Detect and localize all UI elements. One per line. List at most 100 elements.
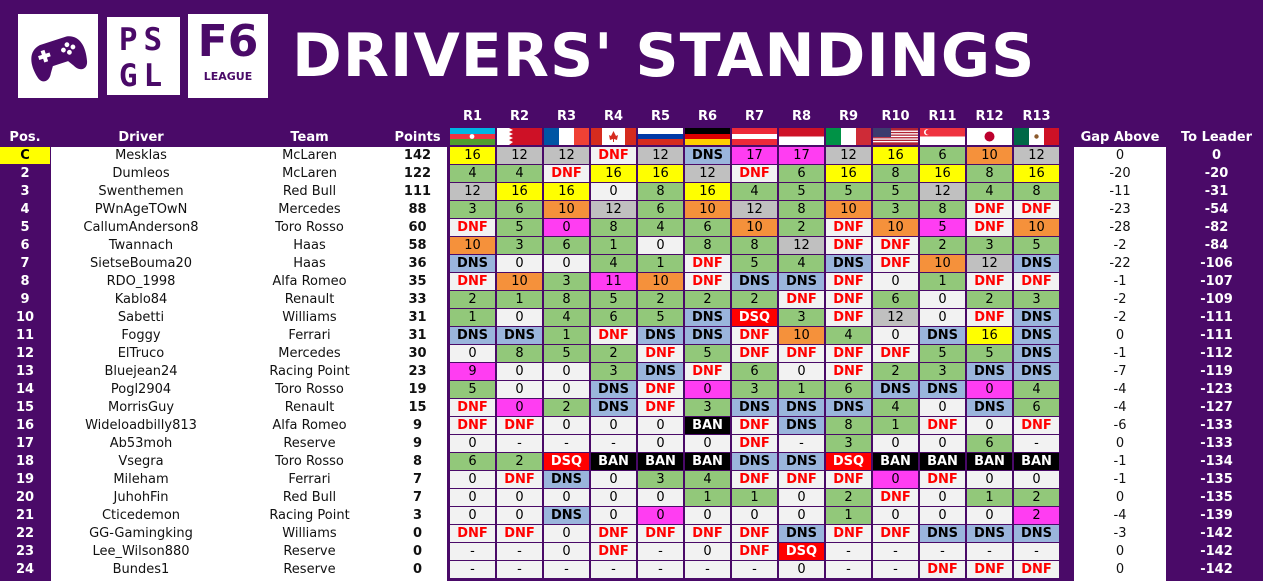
gap-above-cell: 0 xyxy=(1115,490,1125,505)
points-cell: 122 xyxy=(403,166,432,181)
race-result-r12: DNS xyxy=(967,525,1012,542)
race-result-r13: DNS xyxy=(1014,309,1059,326)
points-cell: 111 xyxy=(403,184,432,199)
to-leader-cell: -106 xyxy=(1200,256,1233,271)
race-result-r1: 9 xyxy=(450,363,495,380)
race-result-r9: DNF xyxy=(826,237,871,254)
race-result-r2: 0 xyxy=(497,309,542,326)
race-result-r4: 8 xyxy=(591,219,636,236)
race-result-r8: 4 xyxy=(779,255,824,272)
race-result-r7: DNF xyxy=(732,525,777,542)
race-result-r12: DNF xyxy=(967,219,1012,236)
race-result-r2: 0 xyxy=(497,489,542,506)
gap-above-cell: 0 xyxy=(1115,436,1125,451)
race-result-r10: BAN xyxy=(873,453,918,470)
to-leader-cell: -142 xyxy=(1200,544,1233,559)
position-cell: 2 xyxy=(20,166,30,181)
race-result-r4: BAN xyxy=(591,453,636,470)
team-name: Reserve xyxy=(283,436,336,451)
race-result-r5: 10 xyxy=(638,273,683,290)
team-name: Racing Point xyxy=(269,508,350,523)
gap-above-cell: -11 xyxy=(1109,184,1131,199)
to-leader-cell: -111 xyxy=(1200,310,1233,325)
race-result-r4: DNF xyxy=(591,147,636,164)
race-result-r11: 16 xyxy=(920,165,965,182)
column-background xyxy=(1074,147,1166,581)
race-result-r4: 0 xyxy=(591,489,636,506)
race-result-r2: DNF xyxy=(497,417,542,434)
league-logo-text: LEAGUE xyxy=(203,70,253,83)
race-result-r3: - xyxy=(544,435,589,452)
race-result-r6: 8 xyxy=(685,237,730,254)
race-result-r6: 3 xyxy=(685,399,730,416)
team-name: Toro Rosso xyxy=(275,382,344,397)
to-leader-cell: -20 xyxy=(1204,166,1229,181)
race-result-r8: DNS xyxy=(779,417,824,434)
position-cell: 4 xyxy=(20,202,30,217)
race-result-r12: 5 xyxy=(967,345,1012,362)
race-result-r4: DNS xyxy=(591,381,636,398)
race-result-r11: 0 xyxy=(920,291,965,308)
team-name: Mercedes xyxy=(278,346,341,361)
race-result-r4: 11 xyxy=(591,273,636,290)
race-result-r11: 2 xyxy=(920,237,965,254)
race-result-r11: 5 xyxy=(920,345,965,362)
header-points: Points xyxy=(394,130,441,145)
race-result-r3: 1 xyxy=(544,327,589,344)
to-leader-cell: -139 xyxy=(1200,508,1233,523)
position-cell: 8 xyxy=(20,274,30,289)
race-result-r7: 12 xyxy=(732,201,777,218)
to-leader-cell: -107 xyxy=(1200,274,1233,289)
gap-above-cell: -22 xyxy=(1109,256,1131,271)
position-cell: 10 xyxy=(15,310,35,325)
race-result-r13: DNS xyxy=(1014,525,1059,542)
position-cell: 13 xyxy=(15,364,35,379)
race-label-r1: R1 xyxy=(462,109,483,124)
race-result-r12: 1 xyxy=(967,489,1012,506)
points-cell: 7 xyxy=(412,472,423,487)
race-result-r3: 6 xyxy=(544,237,589,254)
race-result-r3: 0 xyxy=(544,381,589,398)
race-result-r10: - xyxy=(873,543,918,560)
race-result-r7: 4 xyxy=(732,183,777,200)
gap-above-cell: -20 xyxy=(1109,166,1131,181)
race-result-r11: DNS xyxy=(920,327,965,344)
position-cell: 21 xyxy=(15,508,35,523)
psgl-logo: PS GL xyxy=(104,14,183,98)
race-result-r2: 8 xyxy=(497,345,542,362)
race-result-r7: DNF xyxy=(732,435,777,452)
race-result-r13: 2 xyxy=(1014,507,1059,524)
race-result-r2: DNS xyxy=(497,327,542,344)
driver-name: Wideloadbilly813 xyxy=(85,418,197,433)
race-result-r4: - xyxy=(591,561,636,578)
race-result-r4: 3 xyxy=(591,363,636,380)
race-result-r3: 0 xyxy=(544,489,589,506)
race-result-r7: DNF xyxy=(732,417,777,434)
race-result-r3: 12 xyxy=(544,147,589,164)
gap-above-cell: 0 xyxy=(1115,562,1125,577)
race-result-r11: DNF xyxy=(920,417,965,434)
points-cell: 60 xyxy=(408,220,427,235)
race-result-r12: DNF xyxy=(967,309,1012,326)
gap-above-cell: -3 xyxy=(1113,526,1127,541)
race-result-r5: DNF xyxy=(638,381,683,398)
race-result-r8: 2 xyxy=(779,219,824,236)
race-result-r6: DNF xyxy=(685,255,730,272)
points-cell: 88 xyxy=(408,202,427,217)
points-cell: 9 xyxy=(412,436,423,451)
race-result-r3: 3 xyxy=(544,273,589,290)
race-result-r2: 16 xyxy=(497,183,542,200)
race-label-r6: R6 xyxy=(697,109,718,124)
race-result-r9: 4 xyxy=(826,327,871,344)
race-result-r12: 4 xyxy=(967,183,1012,200)
race-result-r8: DNS xyxy=(779,273,824,290)
race-result-r7: 1 xyxy=(732,489,777,506)
race-result-r7: 17 xyxy=(732,147,777,164)
gap-above-cell: 0 xyxy=(1115,544,1125,559)
team-name: Racing Point xyxy=(269,364,350,379)
gap-above-cell: -1 xyxy=(1113,454,1127,469)
race-result-r5: 8 xyxy=(638,183,683,200)
race-result-r12: DNS xyxy=(967,399,1012,416)
race-result-r7: 0 xyxy=(732,507,777,524)
race-result-r12: - xyxy=(967,543,1012,560)
